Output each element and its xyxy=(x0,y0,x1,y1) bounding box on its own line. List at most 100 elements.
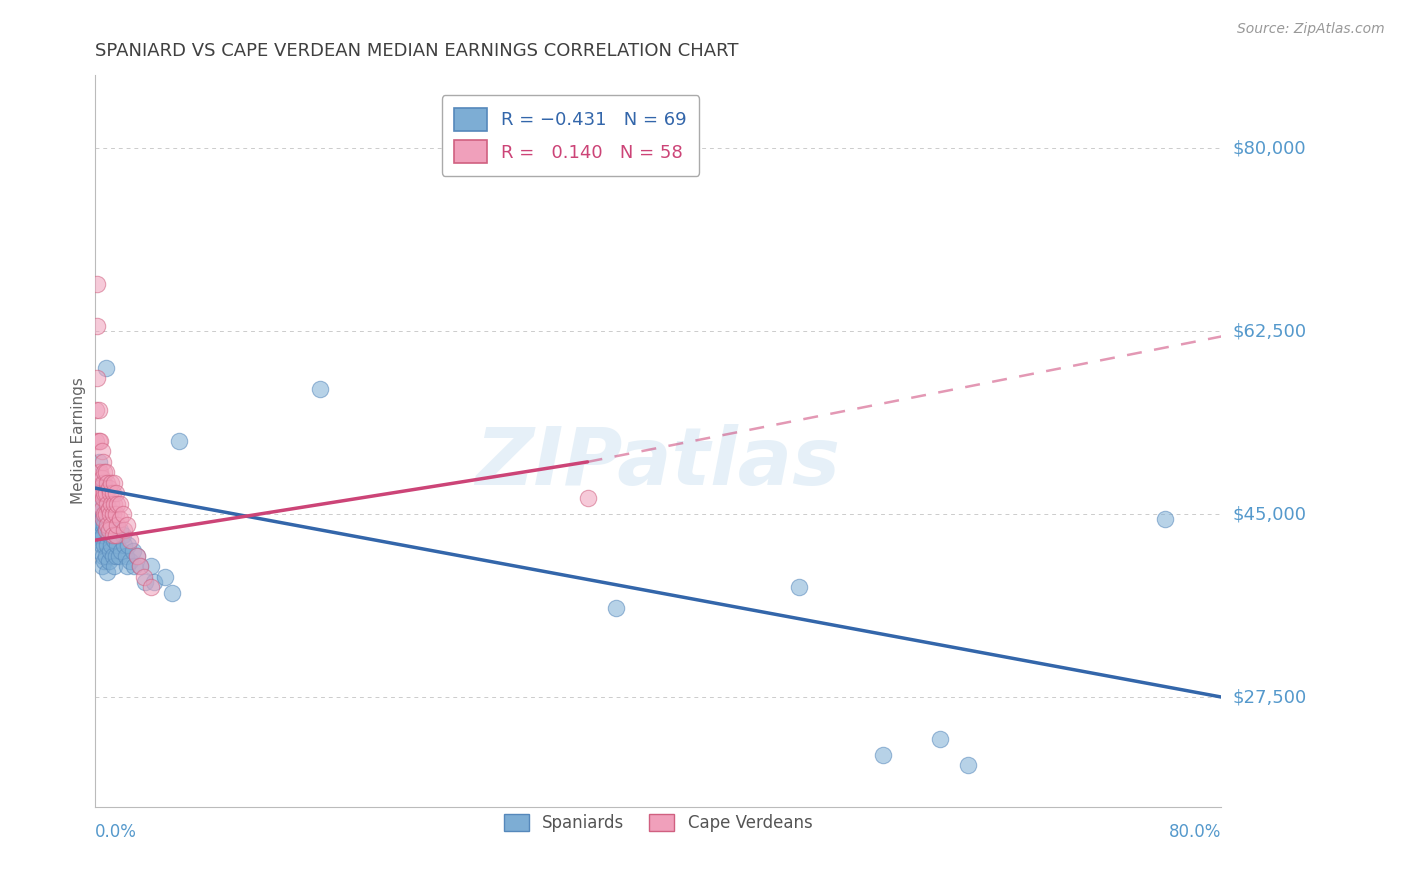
Point xyxy=(309,382,332,396)
Point xyxy=(90,502,112,516)
Text: $80,000: $80,000 xyxy=(1233,139,1306,157)
Point xyxy=(93,466,115,480)
Point xyxy=(93,486,115,500)
Point xyxy=(104,528,127,542)
Point xyxy=(112,523,135,537)
Point xyxy=(91,549,114,563)
Point xyxy=(89,543,111,558)
Point xyxy=(94,497,117,511)
Point xyxy=(91,491,114,506)
Point xyxy=(86,318,108,333)
Point xyxy=(89,466,111,480)
Point xyxy=(87,497,110,511)
Point xyxy=(96,497,118,511)
Point xyxy=(90,539,112,553)
Point xyxy=(121,543,143,558)
Point xyxy=(97,554,120,568)
Point xyxy=(101,507,124,521)
Point xyxy=(787,580,810,594)
Point xyxy=(93,539,115,553)
Point xyxy=(104,528,127,542)
Legend: Spaniards, Cape Verdeans: Spaniards, Cape Verdeans xyxy=(496,807,818,838)
Point xyxy=(97,523,120,537)
Point xyxy=(111,507,134,521)
Point xyxy=(111,528,134,542)
Point xyxy=(86,277,108,292)
Point xyxy=(90,517,112,532)
Point xyxy=(132,570,155,584)
Point xyxy=(84,402,107,417)
Point xyxy=(101,549,124,563)
Point xyxy=(1154,512,1177,526)
Point xyxy=(108,523,131,537)
Point xyxy=(87,486,110,500)
Point xyxy=(97,502,120,516)
Point xyxy=(956,758,979,772)
Point xyxy=(87,517,110,532)
Point xyxy=(153,570,176,584)
Point xyxy=(87,455,110,469)
Point xyxy=(87,466,110,480)
Point xyxy=(86,497,108,511)
Point xyxy=(90,444,112,458)
Point xyxy=(89,434,111,448)
Text: 0.0%: 0.0% xyxy=(94,823,136,841)
Point xyxy=(114,549,136,563)
Point xyxy=(91,455,114,469)
Point xyxy=(91,507,114,521)
Point xyxy=(125,549,148,563)
Point xyxy=(100,517,122,532)
Point xyxy=(104,507,127,521)
Point xyxy=(98,486,121,500)
Point xyxy=(98,507,121,521)
Point xyxy=(91,512,114,526)
Text: $45,000: $45,000 xyxy=(1233,505,1306,523)
Point xyxy=(100,517,122,532)
Point xyxy=(107,549,129,563)
Point xyxy=(93,554,115,568)
Point xyxy=(101,486,124,500)
Point xyxy=(96,517,118,532)
Text: ZIPatlas: ZIPatlas xyxy=(475,424,841,502)
Text: $62,500: $62,500 xyxy=(1233,322,1306,340)
Point xyxy=(101,528,124,542)
Point xyxy=(96,517,118,532)
Point xyxy=(96,539,118,553)
Point xyxy=(94,507,117,521)
Point xyxy=(93,517,115,532)
Point xyxy=(108,512,131,526)
Point xyxy=(84,434,107,448)
Point xyxy=(101,523,124,537)
Point xyxy=(94,523,117,537)
Point xyxy=(103,533,125,548)
Text: 80.0%: 80.0% xyxy=(1168,823,1222,841)
Point xyxy=(105,497,128,511)
Point xyxy=(87,434,110,448)
Point xyxy=(128,559,150,574)
Point xyxy=(872,747,894,762)
Point xyxy=(94,466,117,480)
Point xyxy=(96,565,118,579)
Point xyxy=(108,497,131,511)
Point xyxy=(97,507,120,521)
Point xyxy=(87,497,110,511)
Point xyxy=(118,533,141,548)
Point xyxy=(117,539,139,553)
Point xyxy=(94,523,117,537)
Point xyxy=(105,539,128,553)
Point xyxy=(115,559,138,574)
Point xyxy=(105,517,128,532)
Point xyxy=(605,601,627,615)
Point xyxy=(103,559,125,574)
Point xyxy=(94,360,117,375)
Point xyxy=(100,539,122,553)
Point xyxy=(576,491,599,506)
Point xyxy=(97,528,120,542)
Point xyxy=(86,371,108,385)
Point xyxy=(84,486,107,500)
Text: SPANIARD VS CAPE VERDEAN MEDIAN EARNINGS CORRELATION CHART: SPANIARD VS CAPE VERDEAN MEDIAN EARNINGS… xyxy=(94,42,738,60)
Point xyxy=(118,554,141,568)
Point xyxy=(110,543,132,558)
Point xyxy=(94,549,117,563)
Point xyxy=(91,528,114,542)
